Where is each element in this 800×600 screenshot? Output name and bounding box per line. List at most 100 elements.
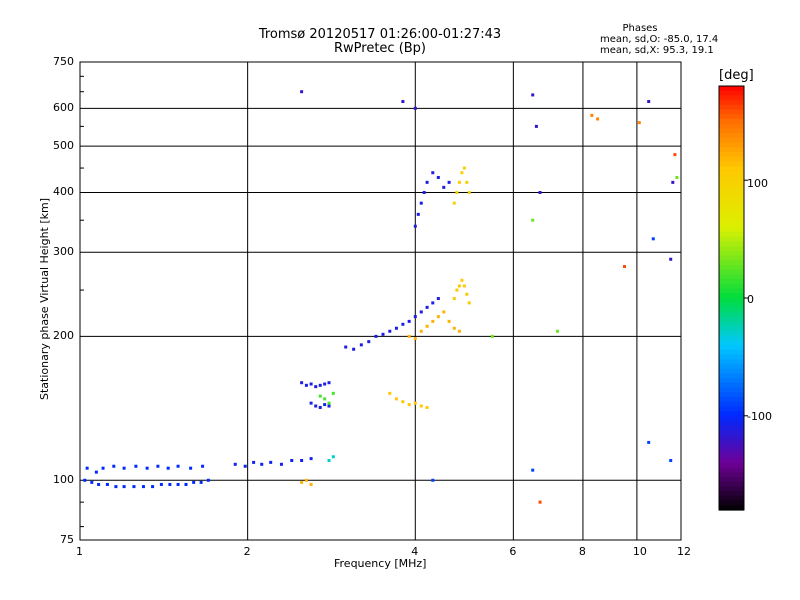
data-point xyxy=(260,462,264,466)
colorbar-band xyxy=(719,199,744,205)
colorbar-band xyxy=(719,166,744,172)
phase-stat-x-label: mean, sd,X: xyxy=(600,45,660,56)
data-point xyxy=(407,319,411,323)
y-tick-label: 200 xyxy=(53,329,74,343)
colorbar-band xyxy=(719,283,744,290)
data-point xyxy=(94,470,98,474)
colorbar-band xyxy=(719,255,744,261)
colorbar-band xyxy=(719,307,744,313)
data-point xyxy=(327,458,331,462)
data-point xyxy=(401,400,405,404)
colorbar-band xyxy=(719,109,744,115)
data-point xyxy=(538,500,542,504)
colorbar-band xyxy=(719,222,744,228)
data-point xyxy=(419,310,423,314)
colorbar-band xyxy=(719,420,744,426)
data-point xyxy=(304,478,308,482)
data-point xyxy=(300,90,304,94)
data-point xyxy=(394,326,398,330)
data-point xyxy=(300,458,304,462)
data-point xyxy=(156,464,160,468)
colorbar-band xyxy=(719,312,744,318)
colorbar-band xyxy=(719,411,744,417)
data-point xyxy=(114,485,118,489)
y-tick-label: 750 xyxy=(53,55,74,68)
colorbar-band xyxy=(719,495,744,502)
data-point xyxy=(327,401,331,405)
colorbar-tick-minus-100: -100 xyxy=(747,410,772,423)
colorbar-band xyxy=(719,227,744,233)
colorbar-band xyxy=(719,326,744,332)
data-point xyxy=(323,382,327,386)
colorbar-band xyxy=(719,330,744,337)
data-point xyxy=(401,100,405,104)
phase-stat-o: mean, sd,O: -85.0, 17.4 xyxy=(600,34,719,45)
data-point xyxy=(388,391,392,395)
data-point xyxy=(413,224,417,228)
data-point xyxy=(159,482,163,486)
plot-frame xyxy=(79,61,682,541)
data-point xyxy=(457,180,461,184)
data-point xyxy=(401,322,405,326)
x-axis-label: Frequency [MHz] xyxy=(334,557,427,570)
data-point xyxy=(675,175,679,179)
colorbar-band xyxy=(719,302,744,309)
y-tick-label: 600 xyxy=(53,101,74,115)
data-point xyxy=(419,201,423,205)
data-point xyxy=(462,284,466,288)
colorbar-band xyxy=(719,321,744,327)
data-point xyxy=(176,464,180,468)
data-point xyxy=(145,466,149,470)
colorbar-band xyxy=(719,363,744,370)
data-point xyxy=(83,478,87,482)
data-point xyxy=(184,482,188,486)
y-tick-label: 400 xyxy=(53,185,74,199)
data-point xyxy=(425,405,429,409)
colorbar-band xyxy=(719,147,744,153)
data-point xyxy=(141,485,145,489)
y-tick-label: 100 xyxy=(53,473,74,487)
data-point xyxy=(381,332,385,336)
y-tick-label: 75 xyxy=(60,533,74,546)
colorbar-band xyxy=(719,354,744,360)
data-point xyxy=(425,305,429,309)
data-point xyxy=(331,455,335,459)
data-point xyxy=(318,383,322,387)
colorbar-band xyxy=(719,156,744,162)
colorbar-band xyxy=(719,241,744,247)
data-point xyxy=(323,403,327,407)
data-point xyxy=(436,175,440,179)
data-point xyxy=(309,457,313,461)
colorbar-band xyxy=(719,401,744,407)
colorbar-band xyxy=(719,340,744,346)
colorbar-band xyxy=(719,406,744,412)
data-point xyxy=(431,301,435,305)
data-point xyxy=(304,383,308,387)
colorbar-band xyxy=(719,453,744,459)
colorbar-label: [deg] xyxy=(719,68,754,83)
phases-title: Phases xyxy=(622,23,658,34)
data-point xyxy=(452,326,456,330)
data-point xyxy=(431,171,435,175)
colorbar xyxy=(718,85,748,511)
data-point xyxy=(269,460,273,464)
phase-stat-o-sd: 17.4 xyxy=(695,34,719,45)
colorbar-band xyxy=(719,486,744,492)
data-point xyxy=(318,394,322,398)
data-point xyxy=(637,121,641,125)
colorbar-band xyxy=(719,293,744,299)
colorbar-band xyxy=(719,118,744,125)
x-tick-label: 6 xyxy=(509,545,517,558)
data-point xyxy=(467,301,471,305)
colorbar-band xyxy=(719,128,744,134)
data-point xyxy=(669,458,673,462)
x-tick-label: 1 xyxy=(76,545,83,558)
data-point xyxy=(90,480,94,484)
colorbar-band xyxy=(719,208,744,214)
data-point xyxy=(192,480,196,484)
data-point xyxy=(344,345,348,349)
colorbar-band xyxy=(719,373,744,379)
colorbar-band xyxy=(719,396,744,403)
data-point xyxy=(413,315,417,319)
data-point xyxy=(233,462,237,466)
